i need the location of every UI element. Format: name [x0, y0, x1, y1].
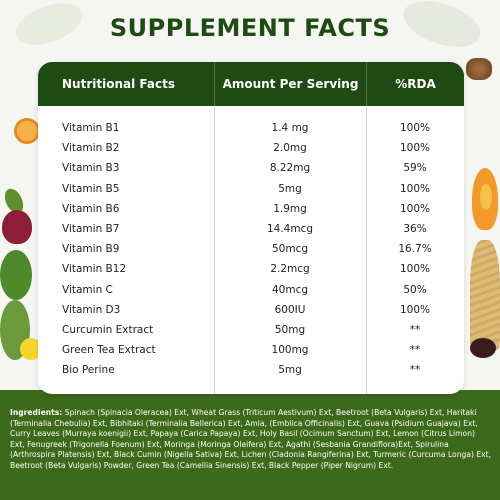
rda-value: ** [409, 364, 421, 377]
rda-value: ** [409, 344, 421, 357]
table-body: Vitamin B1 1.4 mg 100% Vitamin B2 2.0mg 100% V… [38, 106, 464, 394]
column-divider [366, 106, 367, 394]
rda-value: 100% [399, 182, 431, 195]
nutrient-name: Vitamin C [62, 283, 113, 296]
table-row: Vitamin D3 600IU 100% [38, 300, 464, 320]
supplement-facts-table: Nutritional Facts Amount Per Serving %RD… [38, 62, 464, 394]
nutrient-name: Vitamin D3 [62, 303, 121, 316]
header-nutritional-facts: Nutritional Facts [62, 77, 175, 91]
spinach-illustration [0, 250, 32, 300]
wheat-illustration [470, 240, 500, 350]
rda-value: 59% [403, 162, 427, 175]
amount-per-serving: 2.0mg [273, 142, 307, 155]
nutrient-name: Vitamin B3 [62, 162, 120, 175]
nutrient-name: Green Tea Extract [62, 344, 156, 357]
header-amount-per-serving: Amount Per Serving [214, 62, 366, 106]
rda-value: 100% [399, 142, 431, 155]
nutrient-name: Vitamin B6 [62, 202, 120, 215]
ingredients-label: Ingredients: [10, 408, 63, 417]
ingredients-list: Spinach (Spinacia Oleracea) Ext, Wheat G… [10, 408, 492, 470]
page-title: SUPPLEMENT FACTS [109, 14, 391, 42]
table-header: Nutritional Facts Amount Per Serving %RD… [38, 62, 464, 106]
header-rda: %RDA [366, 62, 464, 106]
nutrient-name: Bio Perine [62, 364, 115, 377]
amount-per-serving: 50mcg [271, 243, 309, 256]
table-row: Vitamin B7 14.4mcg 36% [38, 219, 464, 239]
nutrient-name: Vitamin B12 [62, 263, 127, 276]
table-row: Vitamin B12 2.2mcg 100% [38, 259, 464, 279]
amount-per-serving: 5mg [278, 364, 302, 377]
amount-per-serving: 40mcg [271, 283, 309, 296]
column-divider [214, 106, 215, 394]
nutrient-name: Vitamin B1 [62, 122, 120, 135]
papaya-flesh-illustration [480, 184, 492, 210]
nutrient-name: Vitamin B5 [62, 182, 120, 195]
rda-value: 36% [403, 223, 427, 236]
ingredients-panel [0, 390, 500, 500]
amount-per-serving: 2.2mcg [270, 263, 310, 276]
table-row: Vitamin B9 50mcg 16.7% [38, 239, 464, 259]
amount-per-serving: 100mg [271, 344, 309, 357]
table-row: Vitamin B5 5mg 100% [38, 179, 464, 199]
table-row: Vitamin B6 1.9mg 100% [38, 199, 464, 219]
table-row: Curcumin Extract 50mg ** [38, 320, 464, 340]
amount-per-serving: 8.22mg [269, 162, 311, 175]
table-row: Vitamin B1 1.4 mg 100% [38, 118, 464, 138]
table-row: Vitamin B2 2.0mg 100% [38, 138, 464, 158]
orange-slice-illustration [14, 118, 40, 144]
amount-per-serving: 1.4 mg [271, 122, 309, 135]
table-row: Vitamin C 40mcg 50% [38, 280, 464, 300]
table-row: Bio Perine 5mg ** [38, 360, 464, 380]
berries-illustration [470, 338, 496, 358]
rda-value: 50% [403, 283, 427, 296]
lemon-illustration [20, 338, 42, 360]
rda-value: 100% [399, 303, 431, 316]
amount-per-serving: 1.9mg [273, 202, 307, 215]
amount-per-serving: 600IU [274, 303, 306, 316]
seeds-illustration [466, 58, 492, 80]
rda-value: 100% [399, 202, 431, 215]
nutrient-name: Vitamin B9 [62, 243, 120, 256]
beetroot-illustration [2, 210, 32, 244]
nutrient-name: Vitamin B2 [62, 142, 120, 155]
amount-per-serving: 14.4mcg [266, 223, 314, 236]
rda-value: 100% [399, 263, 431, 276]
amount-per-serving: 50mg [274, 323, 306, 336]
nutrient-name: Vitamin B7 [62, 223, 120, 236]
nutrient-name: Curcumin Extract [62, 323, 154, 336]
table-row: Vitamin B3 8.22mg 59% [38, 158, 464, 178]
ingredients-text: Ingredients: Spinach (Spinacia Oleracea)… [10, 408, 492, 471]
rda-value: 16.7% [398, 243, 432, 256]
rda-value: ** [409, 323, 421, 336]
table-row: Green Tea Extract 100mg ** [38, 340, 464, 360]
amount-per-serving: 5mg [278, 182, 302, 195]
rda-value: 100% [399, 122, 431, 135]
